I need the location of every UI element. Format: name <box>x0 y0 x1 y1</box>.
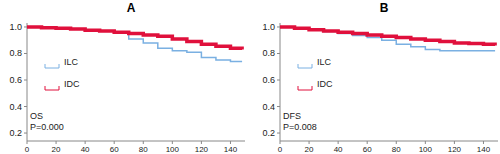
y-tick-label: 0.2 <box>262 128 275 138</box>
y-tick <box>277 133 280 134</box>
y-tick <box>277 26 280 27</box>
y-tick-label: 0.6 <box>262 75 275 85</box>
x-tick-label: 40 <box>81 145 90 154</box>
panel-label: A <box>127 1 136 15</box>
x-tick <box>201 141 202 144</box>
x-tick-label: 140 <box>477 145 491 154</box>
y-tick <box>277 80 280 81</box>
x-tick <box>454 141 455 144</box>
y-tick <box>24 106 27 107</box>
plot-area <box>27 27 242 61</box>
panel: A 0.2 0.4 0.6 0.8 1.0 0 20 40 60 80 100 120 140 ILC IDC… <box>9 1 245 154</box>
x-tick-label: 80 <box>139 145 148 154</box>
y-axis <box>280 23 281 141</box>
x-tick <box>230 141 231 144</box>
x-tick-label: 120 <box>448 145 462 154</box>
x-tick-label: 120 <box>195 145 209 154</box>
x-tick <box>85 141 86 144</box>
x-tick-label: 20 <box>52 145 61 154</box>
x-tick <box>309 141 310 144</box>
x-tick-label: 0 <box>278 145 283 154</box>
x-tick <box>114 141 115 144</box>
legend-label: ILC <box>317 57 332 67</box>
legend-label: ILC <box>64 57 79 67</box>
x-axis <box>27 141 245 142</box>
x-tick-label: 60 <box>110 145 119 154</box>
x-tick-label: 60 <box>363 145 372 154</box>
x-tick-label: 80 <box>392 145 401 154</box>
x-tick <box>396 141 397 144</box>
panel: B 0.2 0.4 0.6 0.8 1.0 0 20 40 60 80 100 120 140 ILC IDC… <box>262 1 498 154</box>
x-tick <box>56 141 57 144</box>
x-tick-label: 140 <box>224 145 238 154</box>
survival-curve <box>280 27 495 46</box>
annotation: P=0.000 <box>30 122 64 132</box>
legend-swatch <box>298 64 312 68</box>
y-tick-label: 0.4 <box>262 102 275 112</box>
y-tick-label: 1.0 <box>262 22 275 32</box>
y-tick-label: 0.4 <box>9 102 22 112</box>
annotation: DFS <box>283 111 301 121</box>
x-tick-label: 100 <box>419 145 433 154</box>
y-tick-label: 0.8 <box>262 48 275 58</box>
panel-label: B <box>380 1 389 15</box>
x-tick <box>280 141 281 144</box>
x-tick <box>483 141 484 144</box>
y-tick <box>277 106 280 107</box>
y-tick-label: 1.0 <box>9 22 22 32</box>
x-tick-label: 100 <box>166 145 180 154</box>
figure: A 0.2 0.4 0.6 0.8 1.0 0 20 40 60 80 100 120 140 ILC IDC… <box>0 0 500 154</box>
x-axis <box>280 141 498 142</box>
x-tick <box>338 141 339 144</box>
y-tick-label: 0.2 <box>9 128 22 138</box>
annotation: P=0.008 <box>283 122 317 132</box>
legend-swatch <box>45 86 59 90</box>
annotation: OS <box>30 111 43 121</box>
y-tick <box>24 26 27 27</box>
y-axis <box>27 23 28 141</box>
legend-label: IDC <box>317 79 333 89</box>
y-tick <box>24 133 27 134</box>
survival-curve <box>280 27 495 51</box>
y-tick <box>24 80 27 81</box>
y-tick-label: 0.8 <box>9 48 22 58</box>
x-tick-label: 40 <box>334 145 343 154</box>
survival-curve <box>27 27 242 50</box>
x-tick-label: 20 <box>305 145 314 154</box>
x-tick <box>143 141 144 144</box>
y-tick-label: 0.6 <box>9 75 22 85</box>
x-tick <box>367 141 368 144</box>
legend-label: IDC <box>64 79 80 89</box>
y-tick <box>24 53 27 54</box>
x-tick <box>27 141 28 144</box>
survival-curve <box>27 27 242 61</box>
x-tick <box>425 141 426 144</box>
y-tick <box>277 53 280 54</box>
x-tick-label: 0 <box>25 145 30 154</box>
plot-area <box>280 27 495 51</box>
legend-swatch <box>298 86 312 90</box>
x-tick <box>172 141 173 144</box>
legend-swatch <box>45 64 59 68</box>
